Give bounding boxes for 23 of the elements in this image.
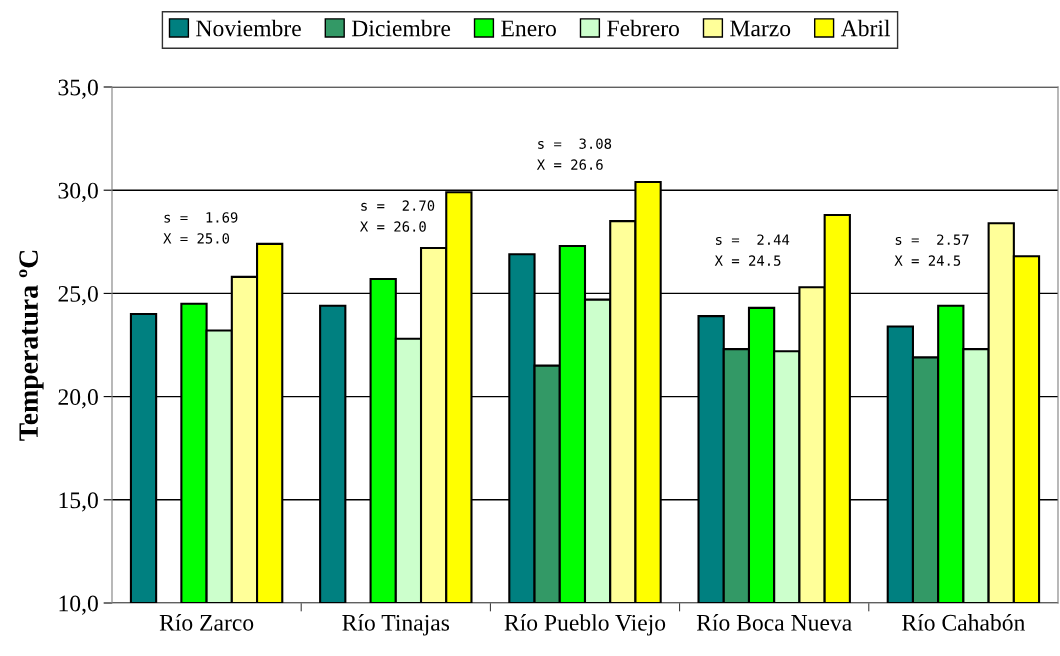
legend-label: Marzo — [730, 20, 791, 37]
y-tick-label: 25,0 — [58, 285, 98, 306]
legend-label: Abril — [840, 19, 891, 37]
y-axis-title: Temperatura ºC — [19, 250, 44, 441]
annotation: s = 2.70 X = 26.0 — [359, 200, 435, 232]
y-tick-label: 20,0 — [58, 389, 98, 409]
legend-label: Enero — [501, 20, 556, 37]
legend-label: Noviembre — [196, 19, 301, 37]
y-tick-label: 10,0 — [59, 595, 98, 615]
x-tick-label: Río Pueblo Viejo — [504, 614, 666, 636]
x-tick-label: Río Tinajas — [342, 614, 450, 636]
y-tick-label: 30,0 — [58, 182, 98, 203]
annotation: s = 3.08 X = 26.6 — [536, 138, 612, 170]
annotation: s = 2.44 X = 24.5 — [714, 234, 790, 266]
y-tick-label: 35,0 — [58, 79, 98, 99]
y-tick-label: 15,0 — [59, 492, 98, 512]
annotation: s = 2.57 X = 24.5 — [894, 234, 969, 266]
x-tick-label: Río Cahabón — [902, 614, 1026, 631]
legend-label: Diciembre — [351, 19, 451, 37]
x-tick-label: Río Zarco — [159, 614, 254, 631]
legend-label: Febrero — [607, 19, 679, 37]
x-tick-label: Río Boca Nueva — [696, 614, 852, 631]
annotation: s = 1.69 X = 25.0 — [163, 212, 238, 244]
